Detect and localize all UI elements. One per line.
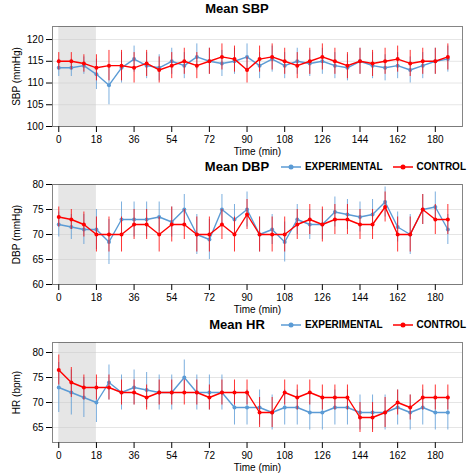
- svg-text:0: 0: [56, 134, 62, 145]
- svg-text:180: 180: [427, 134, 444, 145]
- svg-text:108: 108: [276, 292, 293, 303]
- svg-text:144: 144: [352, 292, 369, 303]
- svg-text:Time (min): Time (min): [234, 462, 281, 473]
- svg-text:Time (min): Time (min): [234, 304, 281, 315]
- svg-text:18: 18: [91, 292, 103, 303]
- svg-text:115: 115: [28, 55, 44, 66]
- html-text:Mean DBP: Mean DBP: [204, 159, 270, 174]
- html-text:Mean SBP: Mean SBP: [205, 1, 269, 16]
- svg-text:75: 75: [32, 204, 44, 215]
- svg-text:100: 100: [27, 121, 44, 132]
- svg-text:65: 65: [32, 254, 44, 265]
- svg-text:108: 108: [276, 134, 293, 145]
- svg-text:0: 0: [56, 450, 62, 461]
- svg-text:36: 36: [129, 292, 141, 303]
- svg-text:162: 162: [389, 292, 406, 303]
- svg-text:126: 126: [314, 450, 331, 461]
- html-text:EXPERIMENTAL: EXPERIMENTAL: [304, 319, 383, 330]
- html-text:CONTROL: CONTROL: [416, 161, 466, 172]
- svg-text:72: 72: [204, 292, 216, 303]
- html-text:CONTROL: CONTROL: [416, 319, 466, 330]
- svg-text:0: 0: [56, 292, 62, 303]
- svg-text:90: 90: [241, 292, 253, 303]
- svg-text:180: 180: [427, 450, 444, 461]
- svg-text:36: 36: [129, 134, 141, 145]
- svg-text:Time (min): Time (min): [234, 146, 281, 157]
- svg-text:162: 162: [389, 450, 406, 461]
- svg-text:18: 18: [91, 134, 103, 145]
- svg-text:60: 60: [32, 279, 44, 290]
- svg-text:108: 108: [276, 450, 293, 461]
- html-text:EXPERIMENTAL: EXPERIMENTAL: [304, 161, 383, 172]
- svg-text:DBP (mmHg): DBP (mmHg): [11, 205, 22, 264]
- svg-text:SBP (mmHg): SBP (mmHg): [11, 47, 22, 106]
- html-text:Mean HR: Mean HR: [209, 317, 265, 332]
- svg-text:HR (bpm): HR (bpm): [11, 371, 22, 414]
- svg-text:110: 110: [28, 77, 44, 88]
- svg-text:70: 70: [32, 229, 44, 240]
- svg-text:80: 80: [32, 347, 44, 358]
- svg-text:54: 54: [166, 292, 178, 303]
- svg-text:75: 75: [32, 372, 44, 383]
- svg-text:90: 90: [241, 450, 253, 461]
- svg-text:180: 180: [427, 292, 444, 303]
- svg-text:144: 144: [352, 450, 369, 461]
- svg-text:126: 126: [314, 292, 331, 303]
- svg-text:105: 105: [27, 99, 44, 110]
- svg-text:80: 80: [32, 179, 44, 190]
- svg-text:72: 72: [204, 134, 216, 145]
- svg-text:144: 144: [352, 134, 369, 145]
- svg-text:65: 65: [32, 422, 44, 433]
- svg-text:70: 70: [32, 397, 44, 408]
- svg-text:18: 18: [91, 450, 103, 461]
- svg-text:90: 90: [241, 134, 253, 145]
- svg-text:126: 126: [314, 134, 331, 145]
- svg-text:120: 120: [27, 34, 44, 45]
- svg-text:72: 72: [204, 450, 216, 461]
- svg-text:36: 36: [129, 450, 141, 461]
- svg-text:54: 54: [166, 450, 178, 461]
- svg-text:162: 162: [389, 134, 406, 145]
- svg-text:54: 54: [166, 134, 178, 145]
